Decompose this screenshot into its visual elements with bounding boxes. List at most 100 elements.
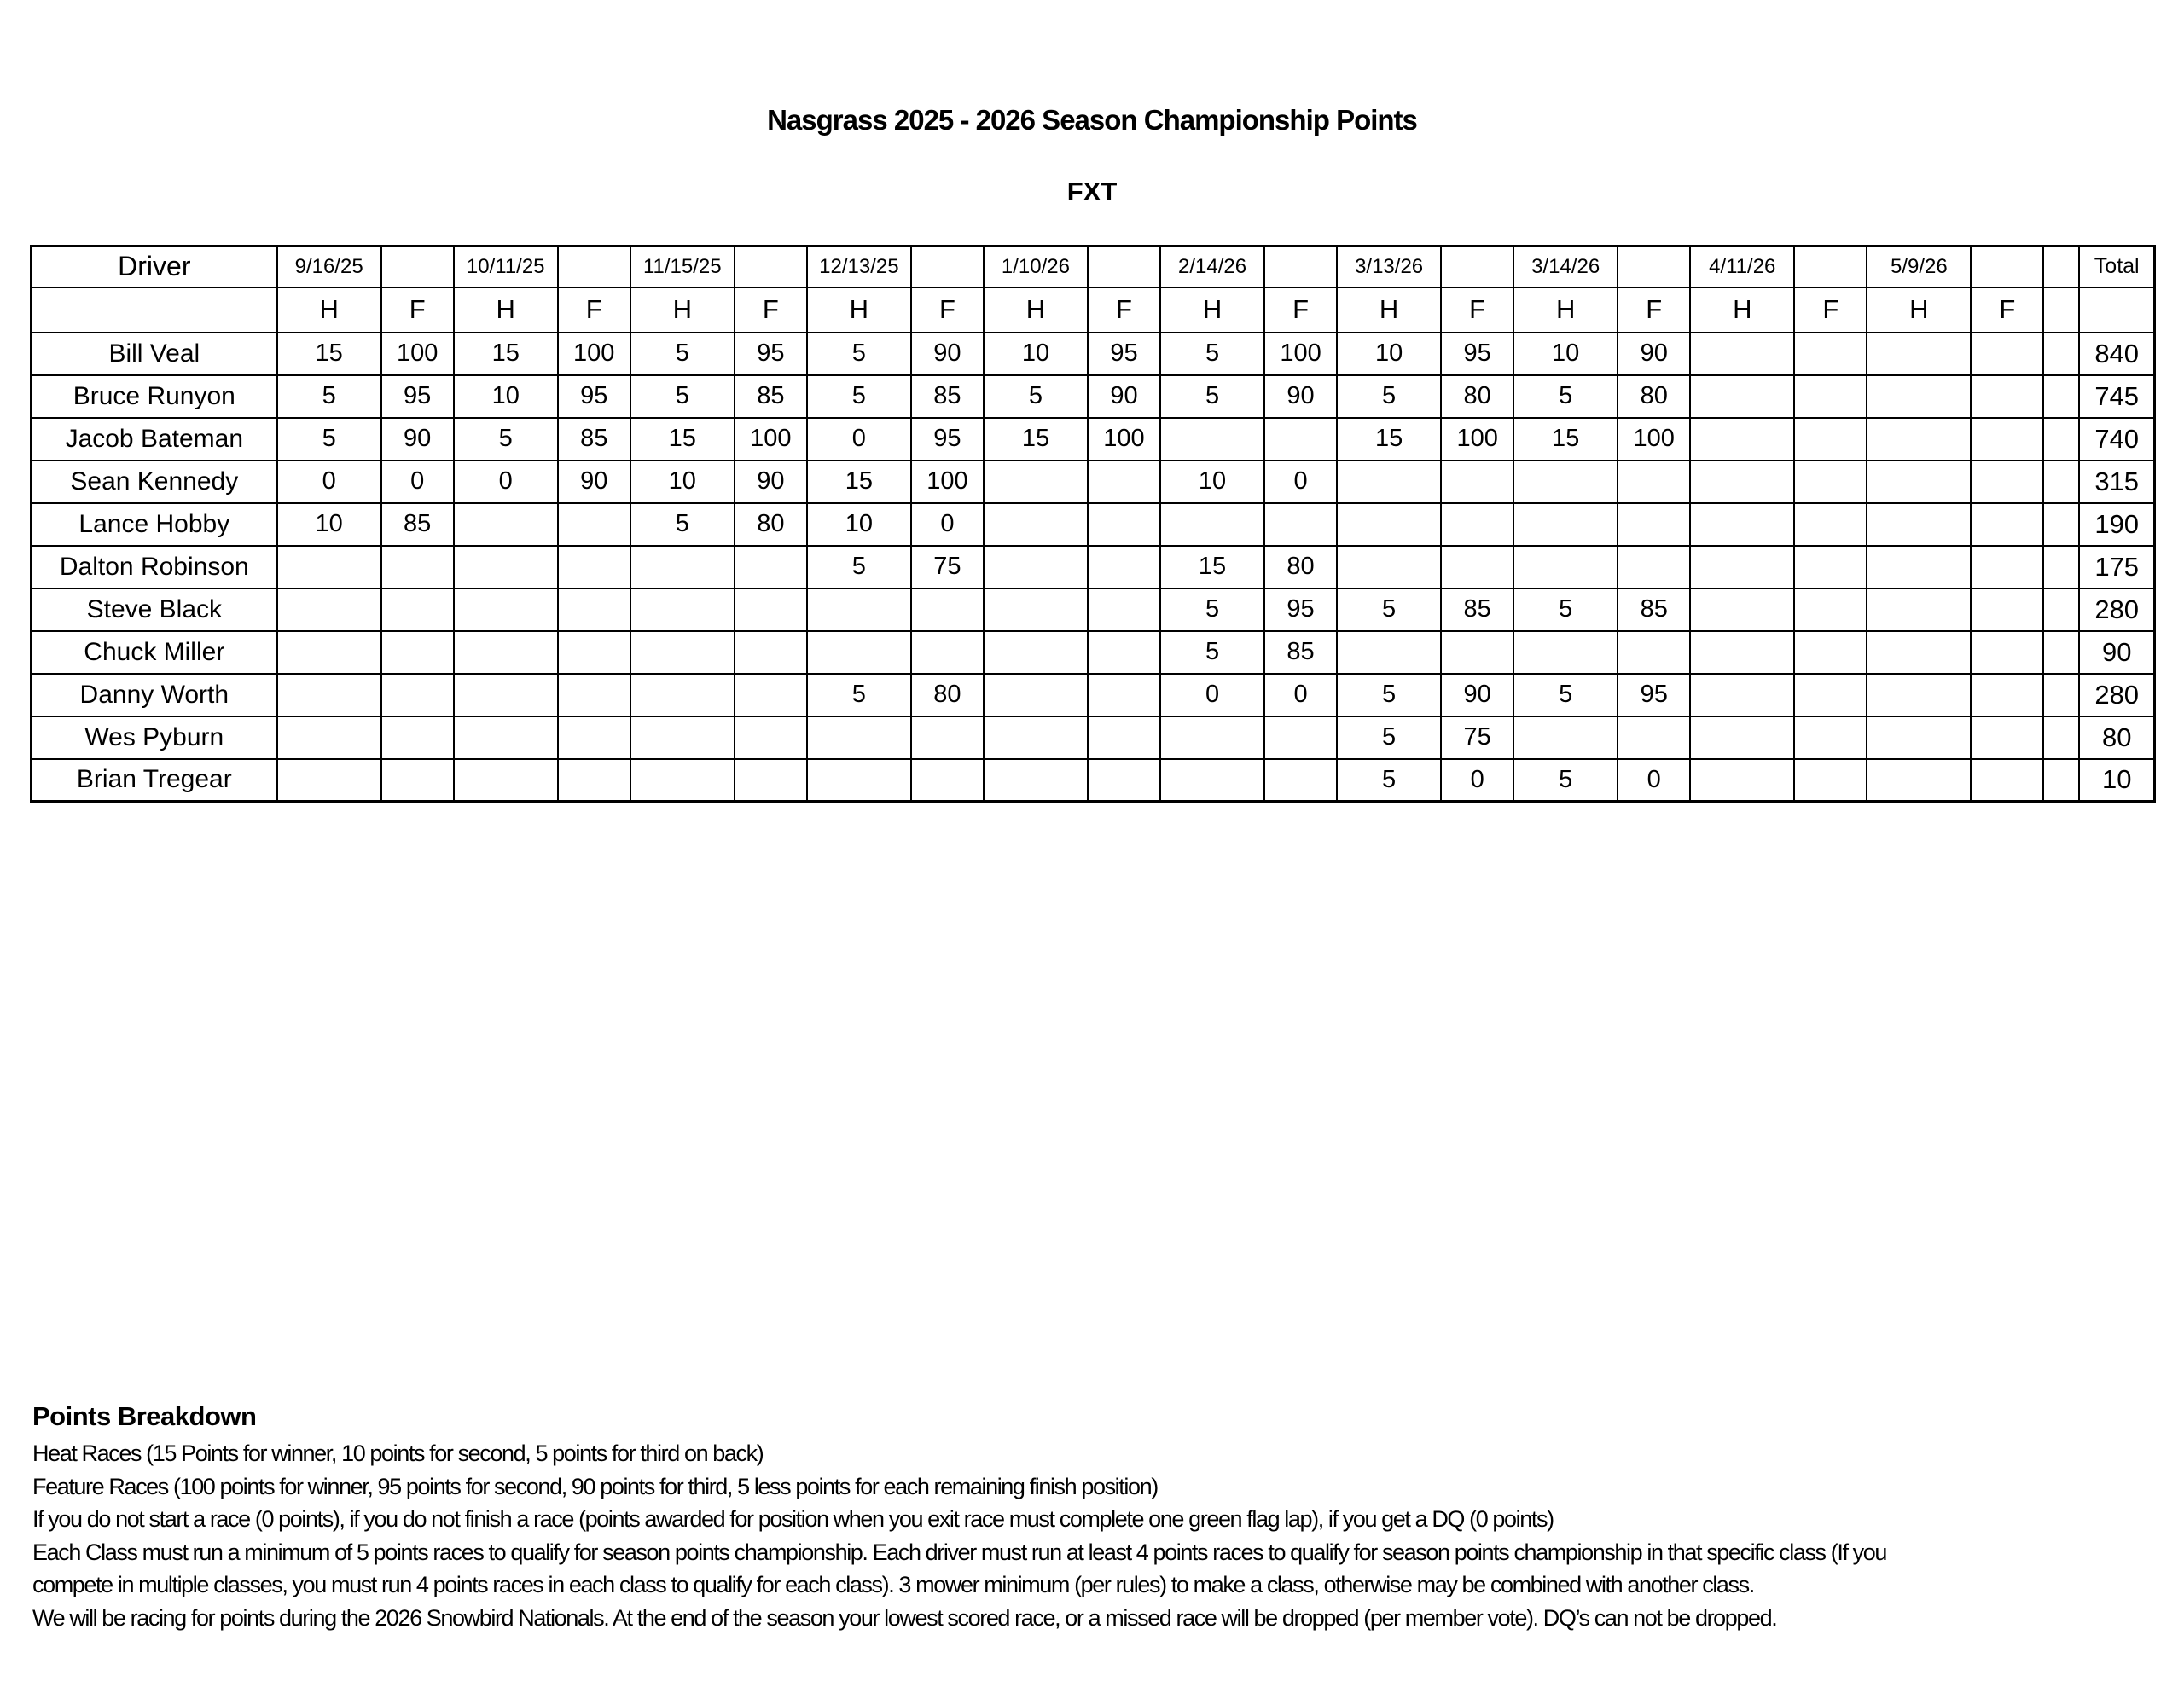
- date-header-spacer: [380, 245, 455, 288]
- score-cell: 0: [1159, 672, 1266, 717]
- score-cell: 100: [1440, 416, 1515, 461]
- score-cell: 100: [909, 459, 985, 504]
- score-cell: 80: [909, 672, 985, 717]
- score-cell: [1336, 459, 1443, 504]
- score-cell: 5: [1336, 587, 1443, 632]
- points-table: Driver 9/16/25 10/11/25 11/15/25 12/13/25 1/1…: [30, 245, 2156, 803]
- score-cell: [556, 587, 631, 632]
- score-cell: [1793, 715, 1868, 760]
- score-cell: 5: [629, 331, 735, 376]
- score-cell: [909, 715, 985, 760]
- driver-name: Bill Veal: [30, 331, 278, 376]
- score-cell: [452, 501, 559, 547]
- heat-column-label: H: [629, 286, 735, 333]
- points-breakdown-section: Points Breakdown Heat Races (15 Points f…: [32, 1400, 2165, 1634]
- total-cell: 80: [2078, 715, 2156, 760]
- score-cell: 15: [982, 416, 1089, 461]
- driver-name: Brian Tregear: [30, 757, 278, 803]
- date-header-spacer: [1970, 245, 2045, 288]
- score-cell: [276, 629, 382, 675]
- score-cell: 100: [380, 331, 455, 376]
- feature-column-label: F: [380, 286, 455, 333]
- total-cell: 280: [2078, 587, 2156, 632]
- score-cell: [1440, 629, 1515, 675]
- score-cell: 10: [982, 331, 1089, 376]
- score-cell: 5: [1159, 629, 1266, 675]
- date-header-spacer: [1086, 245, 1162, 288]
- score-cell: [1086, 757, 1162, 803]
- score-cell: [1793, 459, 1868, 504]
- score-cell: [1793, 501, 1868, 547]
- score-cell: 90: [1617, 331, 1692, 376]
- heat-column-label: H: [1159, 286, 1266, 333]
- score-cell: [629, 629, 735, 675]
- score-cell: 5: [805, 544, 912, 589]
- score-cell: [1336, 501, 1443, 547]
- score-cell: [380, 587, 455, 632]
- date-header: 10/11/25: [452, 245, 559, 288]
- driver-name: Wes Pyburn: [30, 715, 278, 760]
- score-cell: [1617, 629, 1692, 675]
- heat-column-label: H: [1336, 286, 1443, 333]
- score-cell: 0: [1617, 757, 1692, 803]
- score-cell: 10: [629, 459, 735, 504]
- score-cell: [556, 715, 631, 760]
- score-cell: 95: [909, 416, 985, 461]
- score-cell: [1159, 757, 1266, 803]
- score-cell: [1159, 416, 1266, 461]
- score-cell: [1866, 629, 1972, 675]
- score-cell: [1440, 544, 1515, 589]
- score-cell: [1793, 672, 1868, 717]
- score-cell: [1970, 757, 2045, 803]
- table-row: Sean Kennedy 0 0 0 90 10 90 15 100 10 0 315: [30, 459, 2156, 504]
- score-cell: [1866, 672, 1972, 717]
- score-cell: [982, 629, 1089, 675]
- score-cell: [1263, 715, 1339, 760]
- table-row: Chuck Miller 5 85 90: [30, 629, 2156, 675]
- score-cell: [733, 715, 808, 760]
- score-cell: [1689, 715, 1796, 760]
- score-cell: [1617, 501, 1692, 547]
- score-cell: 85: [909, 374, 985, 419]
- score-cell: [1970, 416, 2045, 461]
- score-cell: 90: [733, 459, 808, 504]
- score-cell: [1970, 629, 2045, 675]
- score-cell: [1086, 715, 1162, 760]
- score-cell: [1689, 757, 1796, 803]
- date-header-spacer: [733, 245, 808, 288]
- score-cell: [1866, 374, 1972, 419]
- score-cell: 100: [1086, 416, 1162, 461]
- score-cell: [452, 544, 559, 589]
- score-cell: [1513, 715, 1619, 760]
- score-cell: [629, 544, 735, 589]
- score-cell: 5: [805, 672, 912, 717]
- score-cell: 5: [1336, 672, 1443, 717]
- score-cell: 10: [805, 501, 912, 547]
- table-row: Danny Worth 5 80 0 0 5 90 5 95 280: [30, 672, 2156, 717]
- score-cell: 0: [1263, 672, 1339, 717]
- score-cell: 15: [452, 331, 559, 376]
- score-cell: [1866, 544, 1972, 589]
- score-cell: [1793, 544, 1868, 589]
- score-cell: 5: [805, 331, 912, 376]
- score-cell: 90: [1086, 374, 1162, 419]
- score-cell: [982, 459, 1089, 504]
- date-header: 2/14/26: [1159, 245, 1266, 288]
- score-cell: 95: [733, 331, 808, 376]
- score-cell: [1689, 501, 1796, 547]
- score-cell: 15: [629, 416, 735, 461]
- score-cell: 95: [1086, 331, 1162, 376]
- feature-column-label: F: [556, 286, 631, 333]
- table-row: Steve Black 5 95 5 85 5 85 280: [30, 587, 2156, 632]
- score-cell: [982, 672, 1089, 717]
- score-cell: 15: [276, 331, 382, 376]
- date-header: 11/15/25: [629, 245, 735, 288]
- score-cell: [1866, 331, 1972, 376]
- score-cell: 90: [909, 331, 985, 376]
- score-cell: [1793, 416, 1868, 461]
- score-cell: 90: [1263, 374, 1339, 419]
- score-cell: [909, 757, 985, 803]
- score-cell: [1689, 374, 1796, 419]
- score-cell: [629, 587, 735, 632]
- score-cell: [733, 757, 808, 803]
